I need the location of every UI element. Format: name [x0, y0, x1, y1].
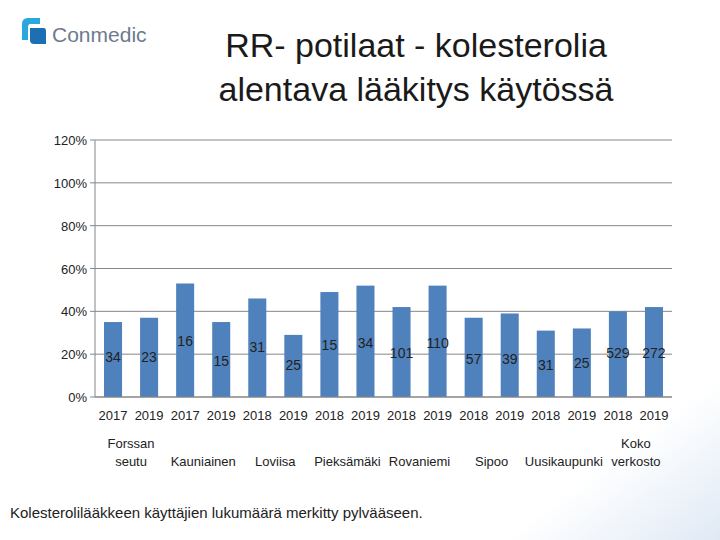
x-tick-label: 2019: [640, 408, 669, 423]
bar-count-label: 25: [286, 357, 302, 373]
bar: [501, 313, 519, 397]
title: RR- potilaat - kolesterolia alentava lääk…: [219, 26, 614, 108]
slide: Conmedic RR- potilaat - kolesterolia alent…: [0, 0, 720, 540]
x-tick-label: 2017: [171, 408, 200, 423]
group-label-line: Kauniainen: [171, 454, 236, 469]
group-label-line: Koko: [621, 436, 651, 451]
bar-count-label: 39: [502, 351, 518, 367]
y-tick-label: 80%: [61, 219, 87, 234]
bar-count-label: 529: [606, 345, 630, 361]
bar-count-label: 23: [141, 349, 157, 365]
x-tick-label: 2018: [603, 408, 632, 423]
bar-count-label: 34: [358, 335, 374, 351]
title-line: RR- potilaat - kolesterolia: [225, 26, 607, 64]
bar: [104, 322, 122, 397]
logo-icon: [30, 28, 46, 44]
background: [0, 0, 720, 540]
bar-count-label: 272: [642, 345, 666, 361]
grid-line: [95, 182, 672, 183]
group-label: Forssan seutu: [108, 436, 155, 469]
grid-line: [95, 397, 672, 398]
group-label-line: Uusikaupunki: [525, 454, 603, 469]
bar: [284, 335, 302, 397]
y-tick-label: 0%: [68, 390, 87, 405]
title-text: RR- potilaat - kolesterolia alentava lääk…: [219, 26, 614, 108]
group-label: Pieksämäki: [314, 454, 381, 469]
group-label-line: Loviisa: [255, 454, 296, 469]
y-tick-label: 60%: [61, 262, 87, 277]
grid-line: [95, 140, 672, 141]
y-tick: [90, 225, 95, 226]
x-tick-label: 2019: [495, 408, 524, 423]
footnote: Kolesterolilääkkeen käyttäjien lukumäärä…: [10, 504, 423, 521]
bar-count-label: 110: [426, 335, 449, 351]
y-tick-label: 20%: [61, 347, 87, 362]
y-tick: [90, 268, 95, 269]
y-tick: [90, 182, 95, 183]
x-tick-label: 2019: [135, 408, 164, 423]
group-label-line: Forssan: [108, 436, 155, 451]
bar: [356, 286, 374, 397]
group-label-line: seutu: [115, 454, 147, 469]
group-label: Koko verkosto: [611, 436, 660, 469]
title-line: alentava lääkitys käytössä: [219, 70, 614, 108]
x-tick-label: 2019: [423, 408, 452, 423]
bar-count-label: 16: [177, 333, 193, 349]
bars: [104, 283, 663, 397]
group-label: Loviisa: [255, 454, 296, 469]
x-axis: [95, 397, 672, 398]
bar: [320, 292, 338, 397]
bar-count-label: 25: [574, 355, 590, 371]
y-tick: [90, 140, 95, 141]
bar: [465, 318, 483, 397]
x-tick-label: 2019: [351, 408, 380, 423]
x-tick-label: 2018: [315, 408, 344, 423]
bar-counts: 34 23 16 15 31 25 15 34 101 110 57 39 31 25 529 272: [105, 333, 666, 373]
bar-count-label: 57: [466, 351, 482, 367]
group-label: Uusikaupunki: [525, 454, 603, 469]
y-tick: [90, 311, 95, 312]
logo-text: Conmedic: [52, 23, 147, 46]
x-tick-label: 2018: [531, 408, 560, 423]
bar: [212, 322, 230, 397]
bar-count-label: 31: [538, 357, 554, 373]
bar-count-label: 15: [322, 337, 338, 353]
x-tick-label: 2019: [567, 408, 596, 423]
group-label: Kauniainen: [171, 454, 236, 469]
bar: [573, 328, 591, 397]
x-tick-label: 2018: [243, 408, 272, 423]
x-tick-label: 2018: [459, 408, 488, 423]
y-tick: [90, 354, 95, 355]
bar-count-label: 31: [249, 339, 265, 355]
bar-count-label: 101: [390, 345, 414, 361]
x-tick-label: 2019: [279, 408, 308, 423]
y-tick-label: 100%: [54, 176, 88, 191]
group-label-line: Pieksämäki: [314, 454, 381, 469]
y-tick: [90, 397, 95, 398]
bar: [537, 331, 555, 397]
x-labels: 2017 2019 2017 2019 2018 2019 2018 2019 2018 2019…: [99, 408, 669, 469]
y-axis: [95, 140, 96, 397]
grid-line: [95, 225, 672, 226]
group-label-line: Rovaniemi: [389, 454, 451, 469]
group-label-line: verkosto: [611, 454, 660, 469]
bar-count-label: 34: [105, 349, 121, 365]
grid-line: [95, 268, 672, 269]
x-tick-label: 2019: [207, 408, 236, 423]
x-tick-label: 2017: [99, 408, 128, 423]
bar: [140, 318, 158, 397]
bar: [248, 298, 266, 397]
logo: Conmedic: [22, 18, 147, 46]
x-tick-label: 2018: [387, 408, 416, 423]
bar: [176, 283, 194, 397]
group-label-line: Sipoo: [475, 454, 508, 469]
group-label: Sipoo: [475, 454, 508, 469]
group-label: Rovaniemi: [389, 454, 451, 469]
y-tick-label: 40%: [61, 304, 87, 319]
grid: 0% 20% 40% 60% 80% 100% 120%: [54, 133, 672, 405]
bar-count-label: 15: [213, 353, 229, 369]
y-tick-label: 120%: [54, 133, 88, 148]
